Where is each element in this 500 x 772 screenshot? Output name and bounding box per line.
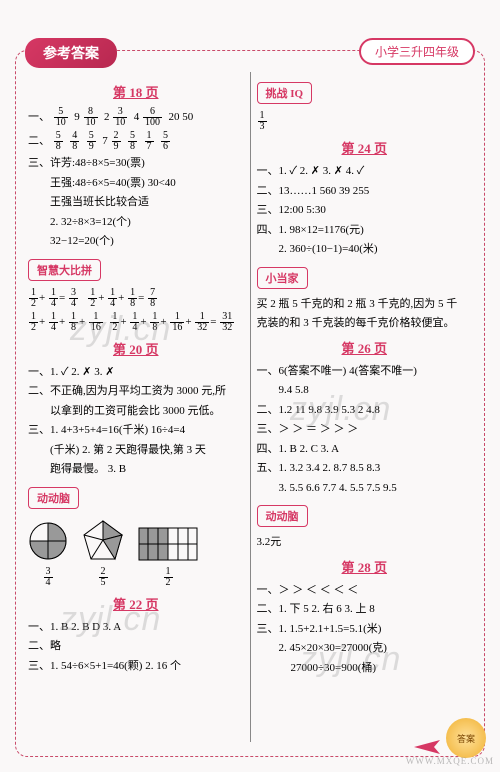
b4-l2: 克装的和 3 千克装的每千克价格较便宜。 [257, 315, 473, 332]
p18-line2: 二、 58 48 59 7 29 58 17 56 [28, 131, 244, 152]
p26-l1: 一、6(答案不唯一) 4(答案不唯一) [257, 363, 473, 380]
right-column: 挑战 IQ 13 第 24 页 一、1. ✓ 2. ✗ 3. ✗ 4. ✓ 二、… [251, 72, 479, 742]
p26-l5b: 3. 5.5 6.6 7.7 4. 5.5 7.5 9.5 [257, 480, 473, 497]
p24-l4b: 2. 360÷(10−1)=40(米) [257, 241, 473, 258]
p20-l3c: 跑得最慢。 3. B [28, 461, 244, 478]
box-brain2: 动动脑 [257, 505, 308, 527]
p22-l2: 二、略 [28, 638, 244, 655]
paper-plane-icon [414, 740, 440, 754]
page26-title: 第 26 页 [257, 338, 473, 357]
box-home: 小当家 [257, 267, 308, 289]
label: 一、 [28, 111, 50, 123]
p28-l1: 一、＞ ＞ ＜ ＜ ＜ ＜ [257, 582, 473, 599]
p28-l3: 三、1. 1.5+2.1+1.5=5.1(米) [257, 621, 473, 638]
page24-title: 第 24 页 [257, 138, 473, 157]
p18-line3e: 32−12=20(个) [28, 233, 244, 250]
p28-l2: 二、1. 下 5 2. 右 6 3. 上 8 [257, 601, 473, 618]
iq-frac: 13 [257, 111, 473, 132]
rectangle-shape: 12 [138, 527, 198, 588]
corner-badge: 答案 [446, 718, 486, 758]
p26-l2: 二、1.2 11 9.8 3.9 5.3 2 4.8 [257, 402, 473, 419]
answer-key-badge: 参考答案 [25, 38, 117, 68]
box1-l1: 12+ 14= 34 12+ 14+ 18= 78 [28, 288, 244, 309]
b4-l1: 买 2 瓶 5 千克的和 2 瓶 3 千克的,因为 5 千 [257, 296, 473, 313]
p18-line3d: 2. 32÷8×3=12(个) [28, 214, 244, 231]
content-area: 第 18 页 一、 510 9 810 2 310 4 6100 20 50 二… [22, 72, 478, 742]
p24-l1: 一、1. ✓ 2. ✗ 3. ✗ 4. ✓ [257, 163, 473, 180]
p24-l2: 二、13……1 560 39 255 [257, 183, 473, 200]
p20-l2b: 以拿到的工资可能会比 3000 元低。 [28, 403, 244, 420]
box1-l2: 12+ 14+ 18+ 116 12+ 14+ 18+ 116+ 132= 31… [28, 312, 244, 333]
p22-l1: 一、1. B 2. B D 3. A [28, 619, 244, 636]
t: 20 50 [169, 111, 194, 123]
page28-title: 第 28 页 [257, 557, 473, 576]
page18-title: 第 18 页 [28, 82, 244, 101]
p18-line1: 一、 510 9 810 2 310 4 6100 20 50 [28, 107, 244, 128]
p20-l2: 二、不正确,因为月平均工资为 3000 元,所 [28, 383, 244, 400]
p26-l5: 五、1. 3.2 3.4 2. 8.7 8.5 8.3 [257, 460, 473, 477]
p20-l1: 一、1. ✓ 2. ✗ 3. ✗ [28, 364, 244, 381]
p22-l3: 三、1. 54÷6×5+1=46(颗) 2. 16 个 [28, 658, 244, 675]
p18-line3: 三、许芳:48÷8×5=30(票) [28, 155, 244, 172]
p28-l3c: 27000÷30=900(桶) [257, 660, 473, 677]
page22-title: 第 22 页 [28, 594, 244, 613]
p24-l4: 四、1. 98×12=1176(元) [257, 222, 473, 239]
box-wisdom: 智慧大比拼 [28, 259, 101, 281]
p24-l3: 三、12:00 5:30 [257, 202, 473, 219]
p18-line3b: 王强:48÷6×5=40(票) 30<40 [28, 175, 244, 192]
p28-l3b: 2. 45×20×30=27000(克) [257, 640, 473, 657]
b5-l: 3.2元 [257, 534, 473, 551]
sub-watermark: WWW.MXQE.COM [406, 756, 494, 766]
p26-l1b: 9.4 5.8 [257, 382, 473, 399]
left-column: 第 18 页 一、 510 9 810 2 310 4 6100 20 50 二… [22, 72, 251, 742]
p20-l3b: (千米) 2. 第 2 天跑得最快,第 3 天 [28, 442, 244, 459]
p20-l3: 三、1. 4+3+5+4=16(千米) 16÷4=4 [28, 422, 244, 439]
box-iq: 挑战 IQ [257, 82, 313, 104]
shapes-row: 34 25 [28, 519, 244, 588]
label: 二、 [28, 135, 50, 147]
page20-title: 第 20 页 [28, 339, 244, 358]
grade-badge: 小学三升四年级 [359, 38, 475, 65]
p18-line3c: 王强当班长比较合适 [28, 194, 244, 211]
box-brain: 动动脑 [28, 487, 79, 509]
p26-l3: 三、＞ ＞ ＝ ＞ ＞ ＞ [257, 421, 473, 438]
p26-l4: 四、1. B 2. C 3. A [257, 441, 473, 458]
pentagon-shape: 25 [82, 519, 124, 588]
circle-shape: 34 [28, 521, 68, 588]
